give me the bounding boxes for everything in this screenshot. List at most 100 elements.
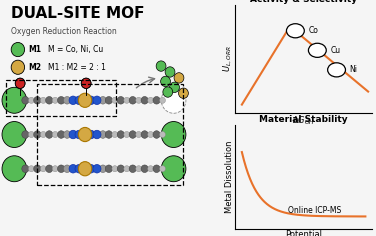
Circle shape [69, 164, 77, 173]
Circle shape [161, 87, 186, 113]
Circle shape [29, 166, 34, 172]
Circle shape [40, 97, 46, 103]
Text: DUAL-SITE MOF: DUAL-SITE MOF [11, 6, 145, 21]
Circle shape [156, 61, 166, 71]
Circle shape [105, 131, 112, 138]
Circle shape [22, 97, 29, 104]
Circle shape [124, 131, 130, 138]
Circle shape [161, 122, 186, 148]
Circle shape [136, 131, 142, 138]
Circle shape [75, 164, 83, 173]
Circle shape [99, 165, 106, 173]
Circle shape [58, 131, 65, 138]
Circle shape [153, 97, 160, 104]
Circle shape [78, 93, 92, 107]
Circle shape [34, 131, 41, 138]
Circle shape [93, 130, 101, 139]
Circle shape [2, 87, 27, 113]
Circle shape [136, 166, 142, 172]
Circle shape [287, 24, 304, 38]
Circle shape [124, 97, 130, 103]
Circle shape [64, 165, 71, 173]
Circle shape [75, 130, 83, 139]
Circle shape [45, 165, 53, 173]
Circle shape [124, 166, 130, 172]
Circle shape [45, 131, 53, 138]
Circle shape [69, 130, 77, 139]
Circle shape [81, 78, 91, 88]
Circle shape [58, 165, 65, 173]
Circle shape [52, 166, 58, 172]
Circle shape [52, 131, 58, 138]
Circle shape [148, 131, 153, 138]
Title: Material Stability: Material Stability [259, 115, 348, 124]
Circle shape [99, 97, 106, 104]
Circle shape [15, 78, 25, 88]
X-axis label: $\Delta G_{OH}$: $\Delta G_{OH}$ [292, 115, 315, 127]
Circle shape [93, 164, 101, 173]
Circle shape [160, 166, 165, 172]
Circle shape [327, 63, 346, 77]
Circle shape [93, 96, 101, 105]
Circle shape [112, 97, 118, 103]
Circle shape [40, 131, 46, 138]
Circle shape [87, 130, 95, 139]
Circle shape [141, 97, 148, 104]
Circle shape [136, 97, 142, 103]
Circle shape [11, 60, 24, 74]
Circle shape [87, 164, 95, 173]
Circle shape [34, 97, 41, 104]
Circle shape [105, 165, 112, 173]
Circle shape [170, 82, 179, 93]
Circle shape [129, 131, 136, 138]
Circle shape [148, 166, 153, 172]
Text: Ni: Ni [350, 65, 358, 74]
Text: M = Co, Ni, Cu: M = Co, Ni, Cu [48, 45, 103, 54]
Circle shape [11, 42, 24, 57]
Circle shape [87, 96, 95, 105]
Circle shape [78, 127, 92, 142]
Y-axis label: Metal Dissolution: Metal Dissolution [224, 141, 233, 213]
Circle shape [141, 131, 148, 138]
Circle shape [105, 97, 112, 104]
Text: M1: M1 [28, 45, 41, 54]
Circle shape [160, 97, 165, 103]
Circle shape [40, 166, 46, 172]
Circle shape [29, 97, 34, 103]
Y-axis label: $U_{L,ORR}$: $U_{L,ORR}$ [221, 46, 233, 72]
Circle shape [29, 131, 34, 138]
Circle shape [34, 165, 41, 173]
Text: Co: Co [308, 26, 318, 35]
Circle shape [58, 97, 65, 104]
Circle shape [179, 88, 188, 98]
Text: Online ICP-MS: Online ICP-MS [288, 206, 341, 215]
Circle shape [112, 131, 118, 138]
Circle shape [64, 131, 71, 138]
Text: M1 : M2 = 2 : 1: M1 : M2 = 2 : 1 [48, 63, 106, 72]
X-axis label: Potential: Potential [285, 230, 322, 236]
Circle shape [22, 165, 29, 173]
Circle shape [45, 97, 53, 104]
Circle shape [163, 87, 173, 97]
Circle shape [75, 96, 83, 105]
Title: Activity & Selectivity: Activity & Selectivity [250, 0, 357, 4]
Circle shape [153, 165, 160, 173]
Text: Oxygen Reduction Reaction: Oxygen Reduction Reaction [11, 27, 117, 36]
Circle shape [308, 43, 326, 57]
Circle shape [117, 97, 124, 104]
Circle shape [52, 97, 58, 103]
Circle shape [99, 131, 106, 138]
Circle shape [160, 131, 165, 138]
Circle shape [78, 162, 92, 176]
Text: M2: M2 [28, 63, 41, 72]
Circle shape [174, 73, 184, 83]
Circle shape [22, 131, 29, 138]
Text: Cu: Cu [331, 46, 341, 55]
Circle shape [161, 76, 170, 87]
Circle shape [148, 97, 153, 103]
Circle shape [69, 96, 77, 105]
Circle shape [129, 97, 136, 104]
Circle shape [2, 156, 27, 182]
Circle shape [129, 165, 136, 173]
Circle shape [117, 131, 124, 138]
